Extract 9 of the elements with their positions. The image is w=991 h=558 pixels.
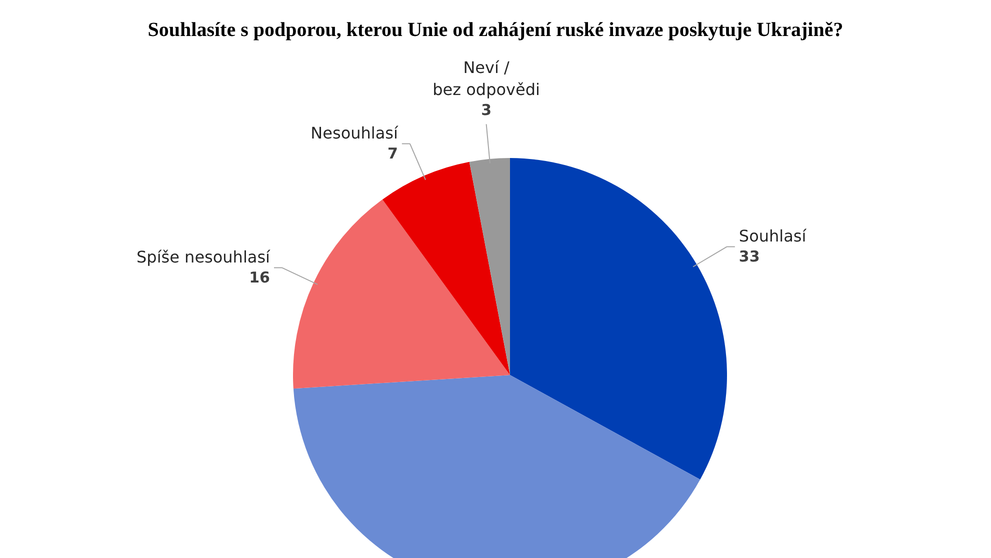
slice-label: Spíše nesouhlasí	[136, 248, 271, 267]
data-label: 33	[738, 248, 760, 266]
slice-label: Souhlasí	[738, 226, 807, 246]
data-label: 16	[249, 268, 270, 287]
slice-label: Neví / bez odpovědi	[432, 58, 540, 100]
slice-label: Nesouhlasí	[310, 124, 398, 143]
data-label: 3	[481, 101, 492, 120]
data-label: 7	[387, 144, 398, 163]
chart-title: Souhlasíte s podporou, kterou Unie od zahájení ruské invaze poskytuje Ukrajině?	[148, 19, 844, 41]
